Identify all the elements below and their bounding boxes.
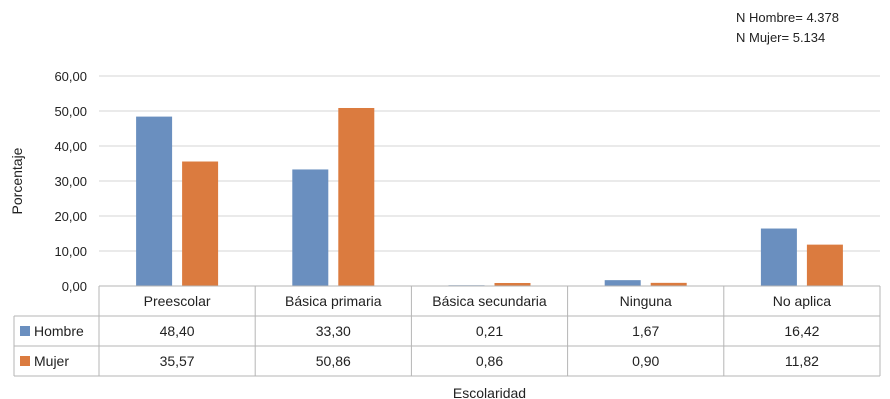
y-axis-label: Porcentaje — [9, 147, 25, 214]
data-label: 16,42 — [784, 323, 819, 339]
y-tick-label: 40,00 — [54, 139, 87, 154]
y-tick-label: 0,00 — [62, 279, 87, 294]
legend-key-mujer — [20, 356, 30, 366]
category-label: Preescolar — [144, 293, 211, 309]
legend-label-mujer: Mujer — [34, 353, 69, 369]
data-label: 11,82 — [785, 353, 819, 369]
bar-hombre-3 — [604, 280, 641, 286]
bar-mujer-3 — [650, 282, 687, 286]
bar-mujer-1 — [338, 107, 375, 287]
category-label: Básica primaria — [285, 293, 382, 309]
y-tick-label: 20,00 — [54, 209, 87, 224]
y-tick-label: 60,00 — [54, 69, 87, 84]
legend-label-hombre: Hombre — [34, 323, 84, 339]
data-label: 35,57 — [160, 353, 195, 369]
category-label: Ninguna — [620, 293, 672, 309]
y-tick-label: 30,00 — [54, 174, 87, 189]
data-label: 0,21 — [476, 323, 503, 339]
bar-hombre-4 — [760, 228, 797, 286]
bar-mujer-0 — [182, 161, 219, 286]
category-label: No aplica — [773, 293, 832, 309]
bar-hombre-1 — [292, 169, 329, 286]
bar-mujer-2 — [494, 282, 531, 286]
x-axis-label: Escolaridad — [453, 385, 526, 399]
n-hombre-note: N Hombre= 4.378 — [736, 10, 839, 25]
data-label: 0,90 — [632, 353, 659, 369]
data-label: 0,86 — [476, 353, 503, 369]
bar-mujer-4 — [806, 244, 843, 286]
data-label: 48,40 — [160, 323, 195, 339]
category-label: Básica secundaria — [432, 293, 547, 309]
legend-key-hombre — [20, 326, 30, 336]
bar-hombre-0 — [136, 116, 173, 286]
data-label: 1,67 — [632, 323, 659, 339]
y-tick-label: 50,00 — [54, 104, 87, 119]
data-label: 50,86 — [316, 353, 351, 369]
data-label: 33,30 — [316, 323, 351, 339]
n-mujer-note: N Mujer= 5.134 — [736, 30, 826, 45]
y-tick-label: 10,00 — [54, 244, 87, 259]
